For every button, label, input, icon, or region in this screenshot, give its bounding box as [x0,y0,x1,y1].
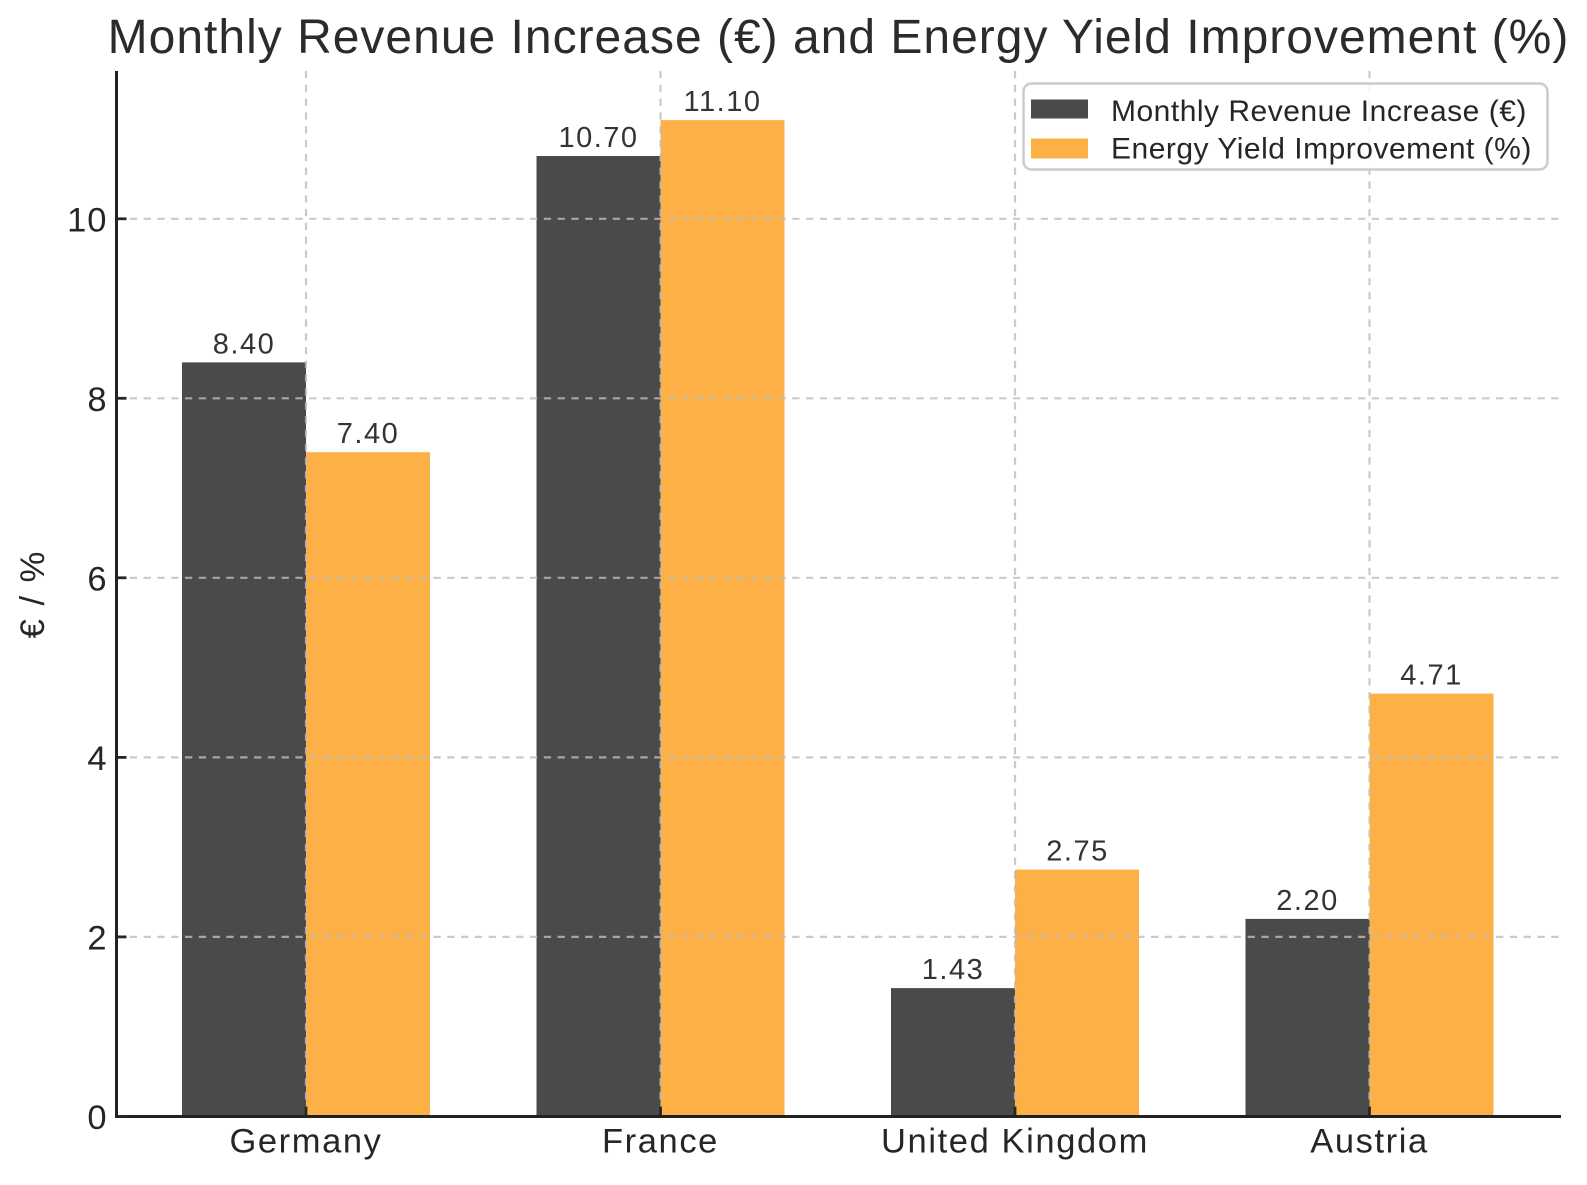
svg-text:6: 6 [87,561,107,599]
svg-text:4: 4 [87,740,107,778]
svg-text:10.70: 10.70 [558,122,638,154]
svg-text:Austria: Austria [1310,1123,1429,1161]
svg-text:France: France [602,1123,719,1161]
svg-text:Monthly Revenue Increase (€) a: Monthly Revenue Increase (€) and Energy … [108,11,1570,64]
svg-text:7.40: 7.40 [337,418,399,450]
svg-text:Energy Yield Improvement (%): Energy Yield Improvement (%) [1111,133,1532,166]
svg-text:2.20: 2.20 [1276,885,1338,917]
svg-text:8: 8 [87,381,107,419]
svg-text:Germany: Germany [229,1123,382,1161]
svg-text:4.71: 4.71 [1400,660,1462,692]
svg-text:11.10: 11.10 [684,86,762,118]
svg-text:2.75: 2.75 [1046,836,1108,868]
svg-text:€ / %: € / % [14,550,52,639]
svg-text:1.43: 1.43 [922,954,984,986]
svg-text:United Kingdom: United Kingdom [881,1123,1149,1161]
svg-text:2: 2 [87,920,107,958]
svg-text:10: 10 [67,202,107,240]
svg-text:0: 0 [87,1099,107,1137]
svg-text:8.40: 8.40 [213,328,275,360]
svg-text:Monthly Revenue Increase (€): Monthly Revenue Increase (€) [1111,95,1527,128]
